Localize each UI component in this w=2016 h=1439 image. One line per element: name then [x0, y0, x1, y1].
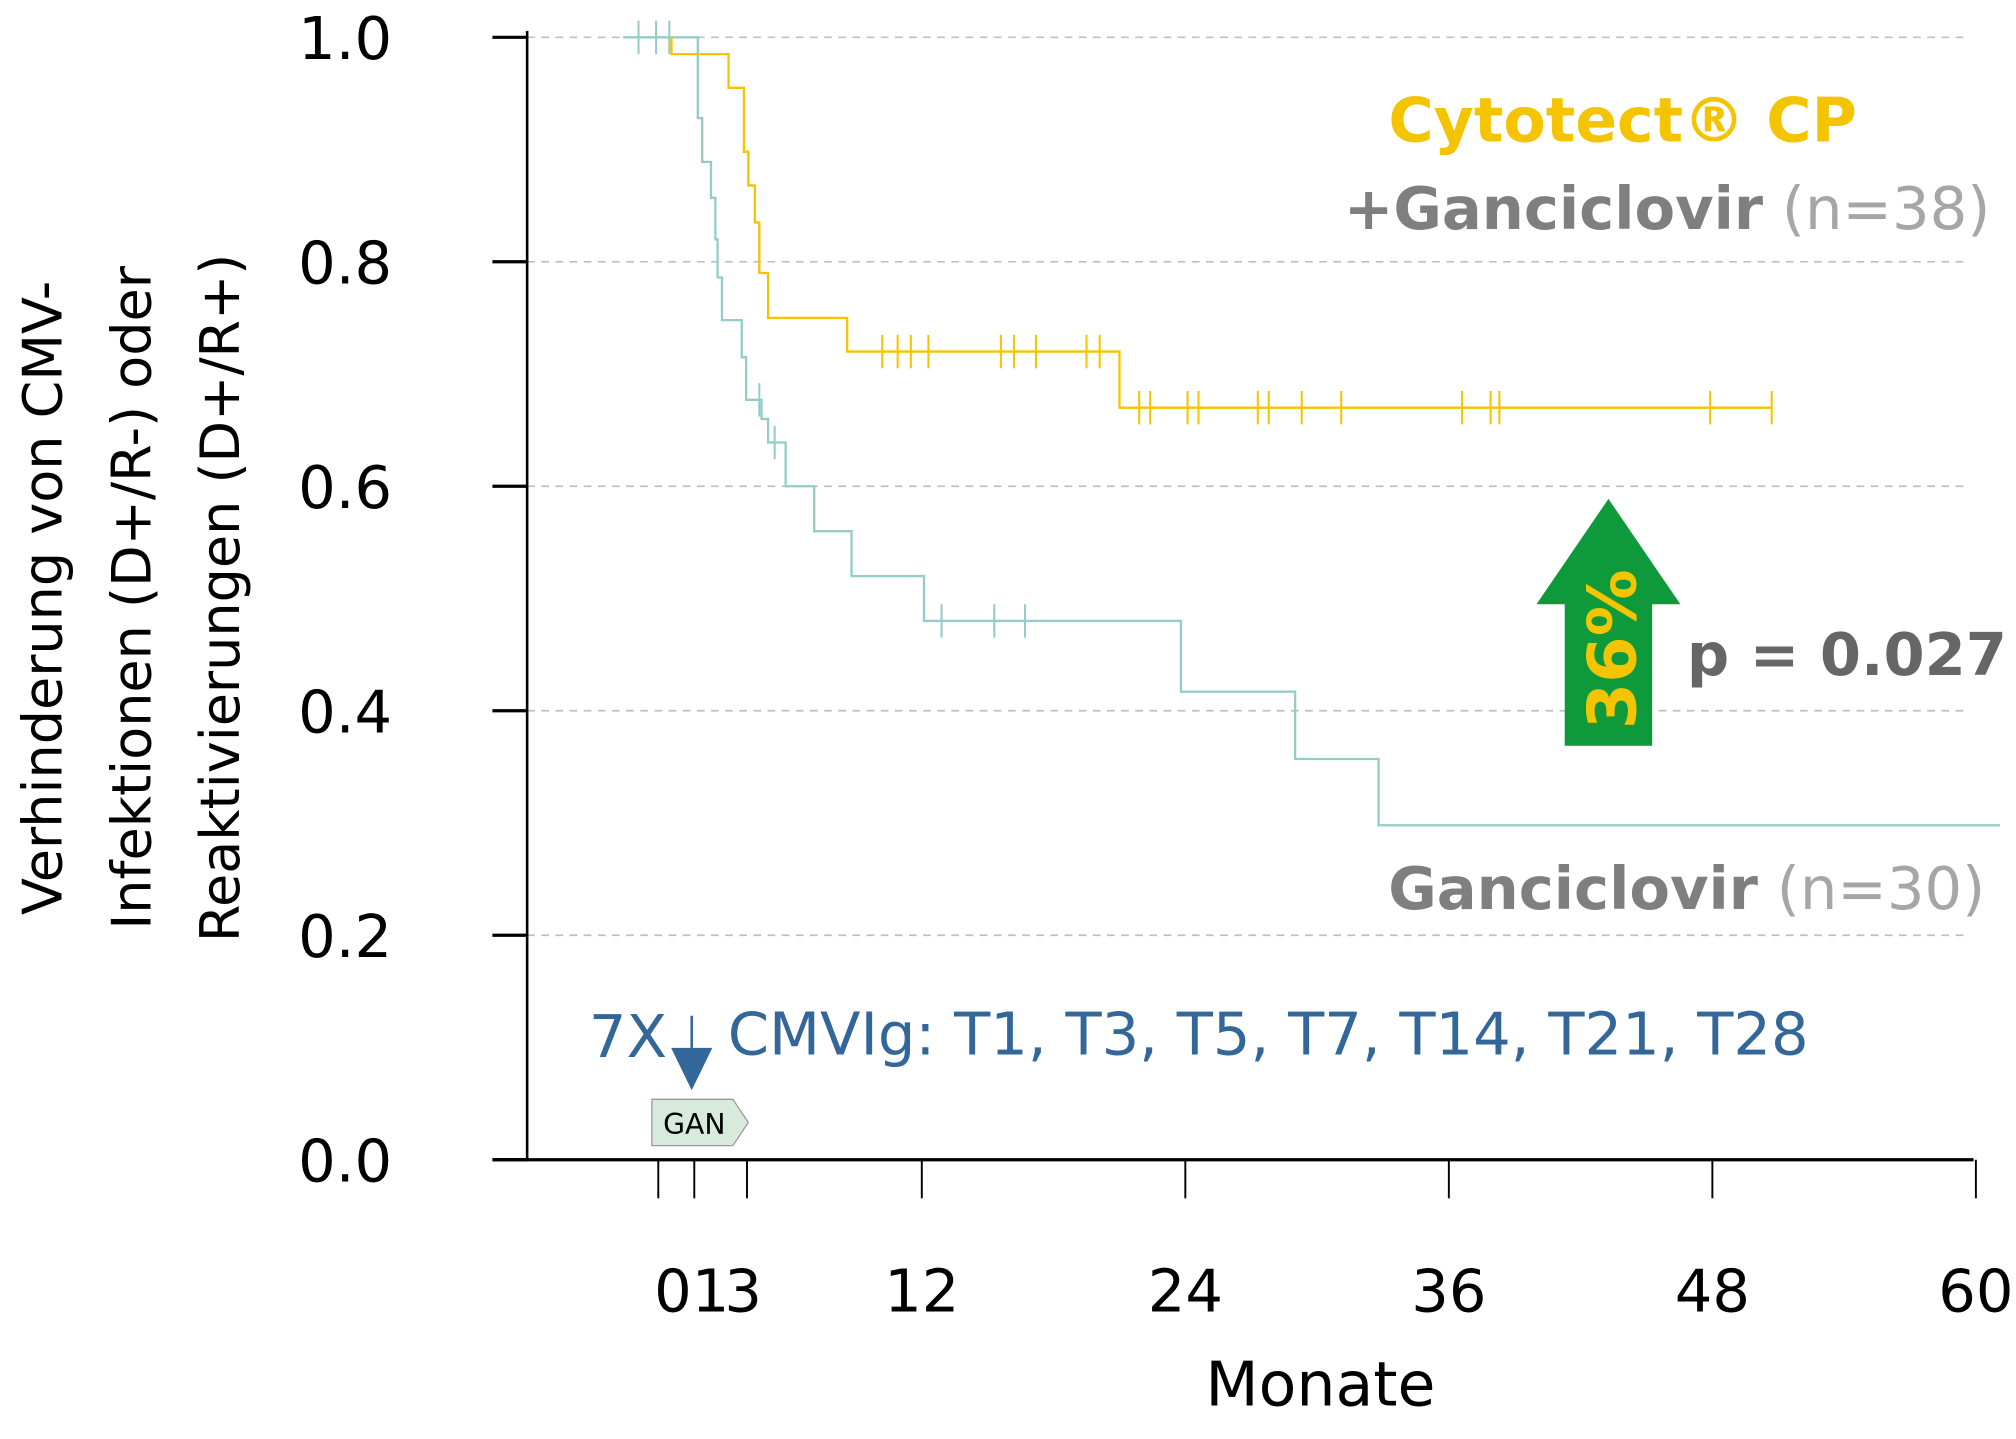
grid-lines	[527, 36, 1968, 937]
y-axis-label-line-2: Infektionen (D+/R-) oder	[100, 265, 163, 929]
improvement-label: 36%	[1573, 569, 1651, 729]
y-axis-label-line-3: Reaktivierungen (D+/R+)	[189, 254, 252, 943]
gan-box-label: GAN	[663, 1108, 725, 1141]
x-tick-label: 3	[724, 1256, 762, 1325]
x-axis-label: Monate	[1205, 1348, 1435, 1420]
legend-ganciclovir-bold: Ganciclovir	[1388, 854, 1758, 923]
series-ganciclovir-line	[623, 36, 2001, 827]
legend-cytotect-n: (n=38)	[1782, 174, 1990, 243]
y-ticks: 0.0 0.2 0.4 0.6 0.8 1.0	[298, 4, 528, 1196]
legend-cytotect-title: Cytotect® CP	[1388, 84, 1857, 156]
y-axis-label: Verhinderung von CMV- Infektionen (D+/R-…	[12, 254, 252, 943]
improvement-arrow-icon	[1536, 498, 1681, 746]
legend-ganciclovir-n: (n=30)	[1777, 854, 1985, 923]
p-value: p = 0.027	[1687, 620, 2007, 689]
legend-cytotect-sub-bold: +Ganciclovir	[1344, 174, 1763, 243]
x-tick-label: 24	[1148, 1256, 1223, 1325]
legend-cytotect-sub: +Ganciclovir (n=38)	[1344, 174, 1990, 243]
axes	[492, 30, 1974, 1162]
dosing-arrow-icon	[671, 1047, 713, 1091]
dosing-prefix: 7X	[589, 1002, 667, 1071]
x-tick-label: 12	[884, 1256, 959, 1325]
series-group	[623, 20, 2001, 827]
y-axis-label-line-1: Verhinderung von CMV-	[12, 281, 75, 915]
y-tick-label: 1.0	[298, 4, 392, 73]
y-tick-label: 0.0	[298, 1127, 392, 1196]
dosing-text: CMVIg: T1, T3, T5, T7, T14, T21, T28	[728, 999, 1809, 1068]
y-tick-label: 0.6	[298, 453, 392, 522]
y-tick-label: 0.4	[298, 678, 392, 747]
gan-box	[651, 1098, 750, 1147]
x-ticks: 013 12 24 36 48 60	[654, 1159, 2014, 1325]
x-tick-label: 48	[1675, 1256, 1750, 1325]
x-tick-label: 01	[654, 1256, 729, 1325]
x-tick-label: 60	[1938, 1256, 2013, 1325]
series-cytotect-line	[670, 37, 1772, 409]
x-tick-label: 36	[1411, 1256, 1486, 1325]
legend-ganciclovir: Ganciclovir (n=30)	[1388, 854, 1985, 923]
y-tick-label: 0.2	[298, 902, 392, 971]
y-tick-label: 0.8	[298, 229, 392, 298]
